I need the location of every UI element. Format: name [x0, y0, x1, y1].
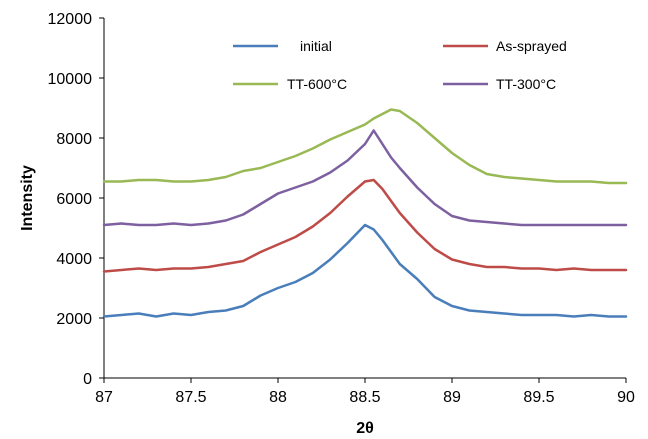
legend-label-tt-600-c: TT-600°C	[287, 76, 347, 92]
series-line-initial	[102, 223, 628, 318]
y-tick-label: 6000	[56, 191, 92, 208]
series-line-tt-600-c	[102, 108, 628, 185]
legend: initial As-sprayed TT-600°C TT-300°C	[233, 38, 567, 92]
y-axis-title: Intensity	[19, 165, 36, 231]
x-axis-title: 2θ	[356, 420, 374, 437]
y-tick-label: 0	[83, 371, 92, 388]
series-layer	[102, 108, 628, 318]
legend-label-as-sprayed: As-sprayed	[496, 38, 567, 54]
x-tick-label: 89	[443, 389, 461, 406]
x-tick-label: 90	[617, 389, 635, 406]
x-tick-label: 87	[95, 389, 113, 406]
legend-label-tt-300-c: TT-300°C	[496, 76, 556, 92]
legend-label-initial: initial	[300, 38, 332, 54]
x-tick-label: 87.5	[175, 389, 206, 406]
x-tick-label: 88.5	[349, 389, 380, 406]
y-tick-label: 8000	[56, 131, 92, 148]
x-tick-label: 88	[269, 389, 287, 406]
y-tick-label: 2000	[56, 311, 92, 328]
y-axis-ticks: 0 2000 4000 6000 8000 10000 12000	[48, 11, 104, 388]
plot-axes	[103, 18, 626, 379]
y-tick-label: 4000	[56, 251, 92, 268]
y-tick-label: 10000	[48, 71, 93, 88]
y-tick-label: 12000	[48, 11, 93, 28]
series-line-as-sprayed	[102, 178, 628, 273]
x-axis-ticks: 87 87.5 88 88.5 89 89.5 90	[95, 378, 635, 406]
series-line-tt-300-c	[102, 129, 628, 227]
x-tick-label: 89.5	[523, 389, 554, 406]
